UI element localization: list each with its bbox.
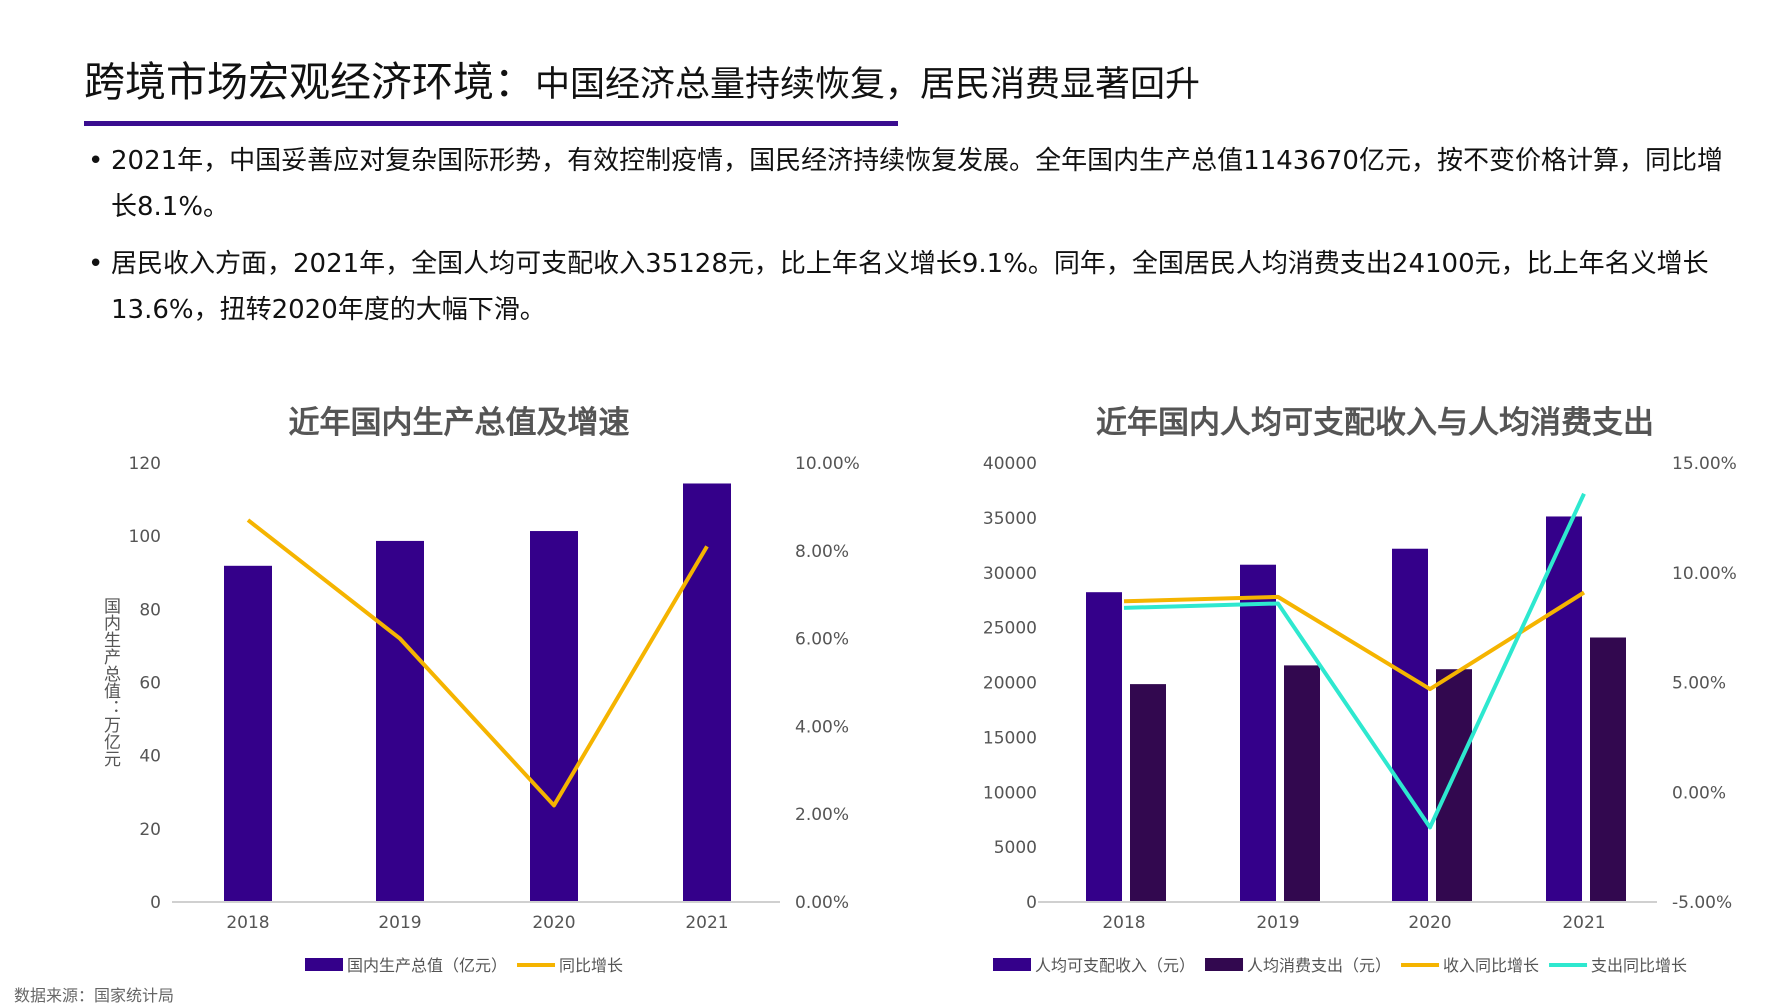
- bar-2020: [1436, 669, 1472, 902]
- line-series: [248, 520, 707, 805]
- legend-label: 人均可支配收入（元）: [1035, 956, 1195, 975]
- x-tick-label: 2018: [226, 913, 269, 933]
- data-source: 数据来源：国家统计局: [14, 982, 174, 1006]
- y-tick-label: 20: [139, 820, 161, 840]
- y-axis-title: 国内生产总值：万亿元: [100, 597, 121, 767]
- y2-tick-label: 10.00%: [1672, 564, 1737, 584]
- y-tick-label: 15000: [983, 728, 1037, 748]
- x-tick-label: 2021: [685, 913, 728, 933]
- x-tick-label: 2020: [1408, 913, 1451, 933]
- y-tick-label: 100: [129, 527, 161, 547]
- bar-2021: [1546, 516, 1582, 902]
- chart-title: 近年国内人均可支配收入与人均消费支出: [1096, 405, 1654, 441]
- y-tick-label: 80: [139, 600, 161, 620]
- legend-label: 同比增长: [559, 956, 623, 975]
- line-series: [1124, 494, 1584, 828]
- bar-2019: [376, 541, 424, 902]
- y-tick-label: 30000: [983, 564, 1037, 584]
- y2-tick-label: 0.00%: [1672, 783, 1726, 803]
- y-tick-label: 0: [1026, 893, 1037, 913]
- legend-swatch-bar: [305, 958, 343, 971]
- chart-title: 近年国内生产总值及增速: [289, 405, 630, 441]
- bar-2019: [1240, 565, 1276, 902]
- bar-2021: [683, 483, 731, 902]
- legend-label: 人均消费支出（元）: [1247, 956, 1391, 975]
- x-tick-label: 2018: [1102, 913, 1145, 933]
- bar-2018: [1086, 592, 1122, 902]
- y2-tick-label: 8.00%: [795, 542, 849, 562]
- y2-tick-label: 4.00%: [795, 717, 849, 737]
- y-tick-label: 40000: [983, 454, 1037, 474]
- x-tick-label: 2019: [378, 913, 421, 933]
- y2-tick-label: 2.00%: [795, 805, 849, 825]
- y-tick-label: 0: [150, 893, 161, 913]
- bar-2019: [1284, 665, 1320, 902]
- y-tick-label: 60: [139, 674, 161, 694]
- y-tick-label: 20000: [983, 674, 1037, 694]
- y-tick-label: 120: [129, 454, 161, 474]
- y2-tick-label: 15.00%: [1672, 454, 1737, 474]
- chart-2: 近年国内人均可支配收入与人均消费支出 0 5000 10000 15000 20000 25…: [983, 405, 1737, 975]
- y-tick-label: 5000: [994, 838, 1037, 858]
- legend-label: 收入同比增长: [1443, 956, 1539, 975]
- y2-tick-label: 6.00%: [795, 630, 849, 650]
- legend-swatch-bar: [1205, 958, 1243, 971]
- bar-2020: [1392, 549, 1428, 902]
- y-tick-label: 25000: [983, 619, 1037, 639]
- bar-2020: [530, 531, 578, 902]
- y-tick-label: 35000: [983, 509, 1037, 529]
- x-tick-label: 2021: [1562, 913, 1605, 933]
- bar-2018: [1130, 684, 1166, 902]
- y-tick-label: 40: [139, 747, 161, 767]
- y-tick-label: 10000: [983, 783, 1037, 803]
- y2-tick-label: -5.00%: [1672, 893, 1732, 913]
- x-tick-label: 2019: [1256, 913, 1299, 933]
- y2-tick-label: 10.00%: [795, 454, 860, 474]
- legend-label: 国内生产总值（亿元）: [347, 956, 507, 975]
- chart-1: 近年国内生产总值及增速 0 20 40 60 80 100 120 0.00% 2.00% 4.00…: [100, 405, 860, 975]
- y2-tick-label: 5.00%: [1672, 674, 1726, 694]
- legend-swatch-bar: [993, 958, 1031, 971]
- legend-label: 支出同比增长: [1591, 956, 1687, 975]
- bar-2018: [224, 566, 272, 902]
- bar-2021: [1590, 638, 1626, 902]
- x-tick-label: 2020: [532, 913, 575, 933]
- y2-tick-label: 0.00%: [795, 893, 849, 913]
